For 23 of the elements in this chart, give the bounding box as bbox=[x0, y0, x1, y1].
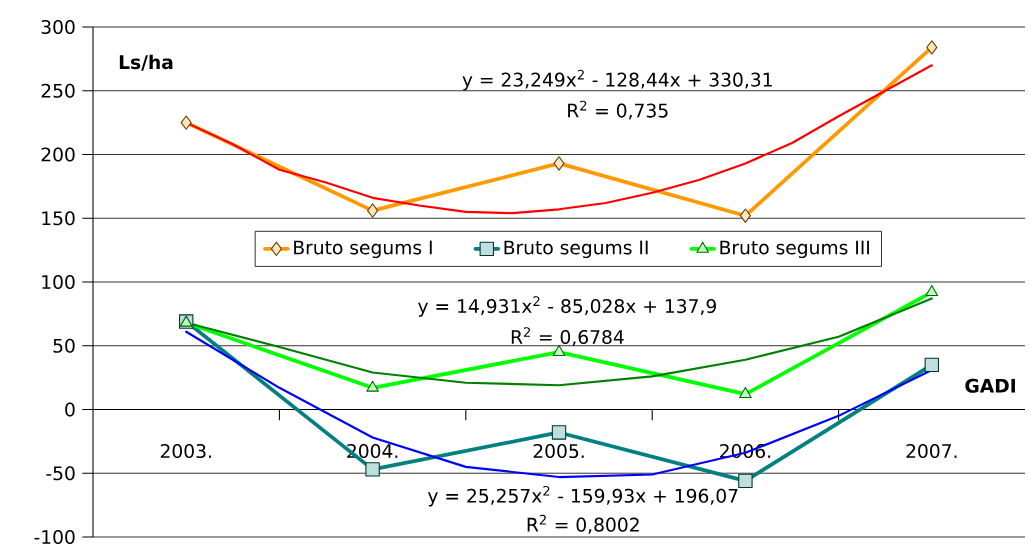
y-tick-label: 150 bbox=[42, 211, 75, 226]
y-tick-label: 50 bbox=[53, 338, 75, 353]
annotation: y = 14,931x$^{2}$ - 85,028x + 137,9 bbox=[418, 296, 716, 317]
y-tick-label: 250 bbox=[41, 83, 75, 98]
y-tick-label: -50 bbox=[46, 466, 75, 481]
y-tick-label: -100 bbox=[34, 529, 75, 545]
annotation: y = 23,249x$^{2}$ - 128,44x + 330,31 bbox=[462, 69, 772, 91]
x-tick-label: 2007. bbox=[906, 443, 957, 459]
annotation: R$^{2}$ = 0,8002 bbox=[527, 514, 639, 534]
y-tick-label: 200 bbox=[41, 147, 75, 162]
legend-label: Bruto segums II bbox=[504, 240, 648, 259]
x-tick-label: 2003. bbox=[160, 443, 211, 459]
legend-label: Bruto segums III bbox=[720, 240, 869, 259]
y-tick-label: 100 bbox=[42, 274, 75, 290]
y-axis-title: Ls/ha bbox=[119, 54, 173, 71]
x-axis-title: GADI bbox=[965, 378, 1015, 393]
legend-label: Bruto segums I bbox=[294, 240, 432, 259]
y-tick-label: 0 bbox=[65, 402, 75, 417]
y-tick-label: 300 bbox=[41, 19, 75, 35]
x-tick-label: 2005. bbox=[533, 443, 584, 459]
annotation: R$^{2}$ = 0,735 bbox=[568, 100, 668, 120]
annotation: y = 25,257x$^{2}$ - 159,93x + 196,07 bbox=[427, 485, 738, 507]
annotation: R$^{2}$ = 0,6784 bbox=[511, 327, 624, 346]
